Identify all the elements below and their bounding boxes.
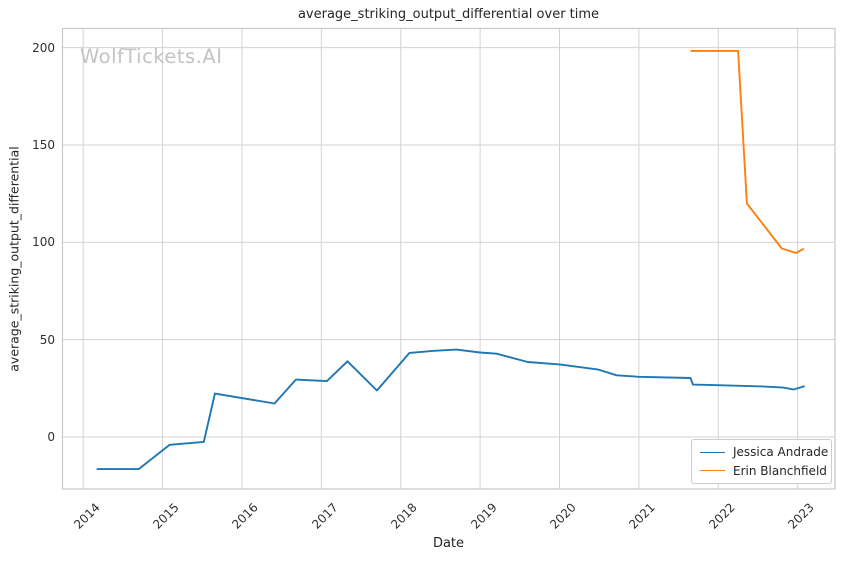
chart-title: average_striking_output_differential ove…	[297, 7, 600, 22]
y-tick-label: 150	[32, 137, 55, 152]
y-tick-label: 0	[47, 430, 55, 444]
legend-item: Jessica Andrade	[700, 445, 828, 459]
y-tick-label: 100	[32, 235, 55, 250]
series-line-1	[690, 49, 805, 254]
legend-line-swatch	[700, 470, 725, 472]
legend-label: Erin Blanchfield	[733, 463, 827, 478]
legend-item: Erin Blanchfield	[700, 464, 827, 478]
legend-label: Jessica Andrade	[733, 445, 829, 460]
y-tick-label: 200	[32, 40, 55, 55]
y-tick-label: 50	[39, 332, 55, 347]
x-axis-label: Date	[432, 536, 465, 551]
legend: Jessica Andrade Erin Blanchfield	[691, 439, 832, 484]
legend-line-swatch	[700, 451, 725, 453]
series-line-0	[96, 348, 805, 471]
axes-border	[61, 27, 836, 490]
watermark: WolfTickets.AI	[80, 45, 223, 68]
